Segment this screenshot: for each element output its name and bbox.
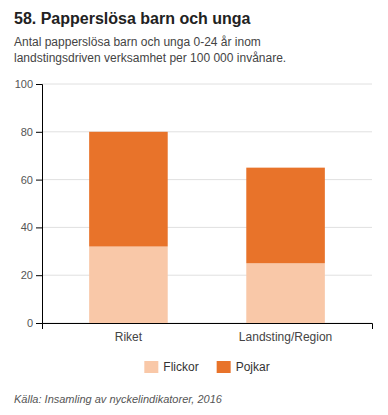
plot: 0 20 40 60 80 100 Riket Landsting/Region <box>15 78 373 344</box>
subtitle: landstingsdriven verksamhet per 100 000 … <box>14 51 286 65</box>
tick: 20 <box>21 269 42 281</box>
tick: 100 <box>15 78 42 90</box>
series <box>89 132 325 263</box>
subtitle: Antal papperslösa barn och unga 0-24 år … <box>14 35 261 49</box>
tick: 60 <box>21 174 42 186</box>
legend-label: Flickor <box>163 360 198 374</box>
tick-mark <box>36 84 42 85</box>
y-axis: 0 20 40 60 80 100 <box>15 78 43 329</box>
tick-mark <box>36 275 42 276</box>
tick-label: Landsting/Region <box>239 330 332 344</box>
bar <box>89 132 168 247</box>
tick-mark <box>36 180 42 181</box>
tick-label: Riket <box>115 330 143 344</box>
grid <box>42 84 372 323</box>
legend-swatch <box>217 361 231 373</box>
source: Källa: Insamling av nyckelindikatorer, 2… <box>14 393 223 405</box>
x-axis: Riket Landsting/Region <box>43 324 373 344</box>
tick-label: 0 <box>27 317 33 329</box>
legend-item: Pojkar <box>217 360 270 374</box>
tick-label: 20 <box>21 269 33 281</box>
legend-swatch <box>144 361 158 373</box>
title: 58. Papperslösa barn och unga <box>14 10 251 27</box>
tick: Landsting/Region <box>239 330 332 344</box>
tick-label: 80 <box>21 126 33 138</box>
bar <box>246 168 325 264</box>
tick-mark <box>36 323 42 324</box>
tick: 40 <box>21 221 42 233</box>
tick-label: 40 <box>21 221 33 233</box>
axis-line <box>36 85 43 324</box>
legend-label: Pojkar <box>236 360 270 374</box>
tick: Riket <box>115 330 143 344</box>
tick-mark <box>36 227 42 228</box>
tick-label: 100 <box>15 78 33 90</box>
tick: 0 <box>27 317 42 329</box>
grid-line <box>42 84 372 85</box>
legend-item: Flickor <box>144 360 198 374</box>
axis-line <box>43 324 373 330</box>
tick: 80 <box>21 126 42 138</box>
bar <box>246 263 325 323</box>
tick-label: 60 <box>21 174 33 186</box>
tick-mark <box>36 132 42 133</box>
chart: 58. Papperslösa barn och unga Antal pappe… <box>0 0 388 415</box>
legend: Flickor Pojkar <box>144 360 269 374</box>
bars <box>89 132 325 323</box>
bar <box>89 247 168 323</box>
